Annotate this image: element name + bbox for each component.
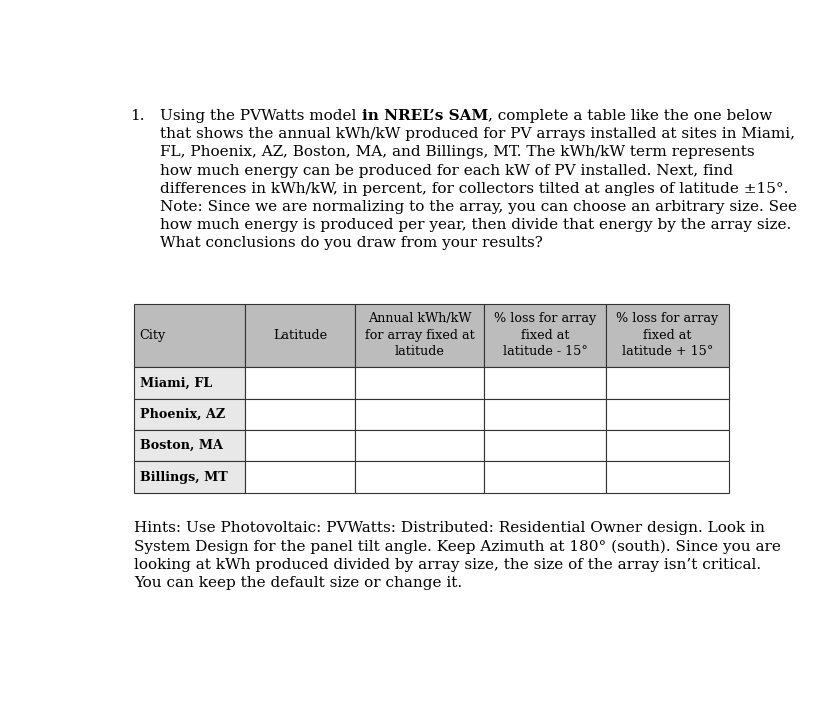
Bar (484, 399, 606, 430)
Bar (606, 304, 728, 367)
Text: % loss for array
fixed at
latitude + 15°: % loss for array fixed at latitude + 15° (617, 312, 718, 359)
Bar (244, 367, 355, 399)
Bar (606, 367, 728, 399)
Text: Hints: Use Photovoltaic: PVWatts: Distributed: Residential Owner design. Look in: Hints: Use Photovoltaic: PVWatts: Distri… (134, 521, 765, 536)
Bar (484, 430, 606, 461)
Bar (134, 461, 244, 493)
Text: What conclusions do you draw from your results?: What conclusions do you draw from your r… (160, 236, 543, 251)
Bar (606, 399, 728, 430)
Bar (355, 430, 484, 461)
Text: City: City (139, 329, 165, 342)
Text: Using the PVWatts model: Using the PVWatts model (160, 109, 361, 123)
Text: , complete a table like the one below: , complete a table like the one below (488, 109, 772, 123)
Text: in NREL’s SAM: in NREL’s SAM (361, 109, 488, 123)
Bar (606, 430, 728, 461)
Text: 1.: 1. (129, 109, 144, 123)
Bar (244, 304, 355, 367)
Bar (244, 430, 355, 461)
Text: that shows the annual kWh/kW produced for PV arrays installed at sites in Miami,: that shows the annual kWh/kW produced fo… (160, 127, 795, 141)
Text: how much energy can be produced for each kW of PV installed. Next, find: how much energy can be produced for each… (160, 164, 733, 178)
Text: Latitude: Latitude (273, 329, 327, 342)
Bar (355, 461, 484, 493)
Bar (484, 304, 606, 367)
Bar (134, 399, 244, 430)
Text: looking at kWh produced divided by array size, the size of the array isn’t criti: looking at kWh produced divided by array… (134, 558, 761, 572)
Bar (244, 399, 355, 430)
Bar (484, 367, 606, 399)
Bar (134, 430, 244, 461)
Bar (484, 461, 606, 493)
Text: FL, Phoenix, AZ, Boston, MA, and Billings, MT. The kWh/kW term represents: FL, Phoenix, AZ, Boston, MA, and Billing… (160, 145, 755, 160)
Text: Phoenix, AZ: Phoenix, AZ (139, 407, 225, 421)
Text: differences in kWh/kW, in percent, for collectors tilted at angles of latitude ±: differences in kWh/kW, in percent, for c… (160, 182, 789, 196)
Text: % loss for array
fixed at
latitude - 15°: % loss for array fixed at latitude - 15° (494, 312, 596, 359)
Bar (355, 399, 484, 430)
Text: how much energy is produced per year, then divide that energy by the array size.: how much energy is produced per year, th… (160, 218, 791, 232)
Bar (244, 461, 355, 493)
Text: Annual kWh/kW
for array fixed at
latitude: Annual kWh/kW for array fixed at latitud… (365, 312, 475, 359)
Bar (134, 367, 244, 399)
Text: Miami, FL: Miami, FL (139, 377, 212, 390)
Bar (134, 304, 244, 367)
Bar (355, 367, 484, 399)
Text: Boston, MA: Boston, MA (139, 439, 223, 453)
Text: Billings, MT: Billings, MT (139, 470, 228, 483)
Text: System Design for the panel tilt angle. Keep Azimuth at 180° (south). Since you : System Design for the panel tilt angle. … (134, 540, 781, 554)
Text: You can keep the default size or change it.: You can keep the default size or change … (134, 576, 462, 590)
Bar (355, 304, 484, 367)
Bar (606, 461, 728, 493)
Text: Note: Since we are normalizing to the array, you can choose an arbitrary size. S: Note: Since we are normalizing to the ar… (160, 200, 797, 214)
